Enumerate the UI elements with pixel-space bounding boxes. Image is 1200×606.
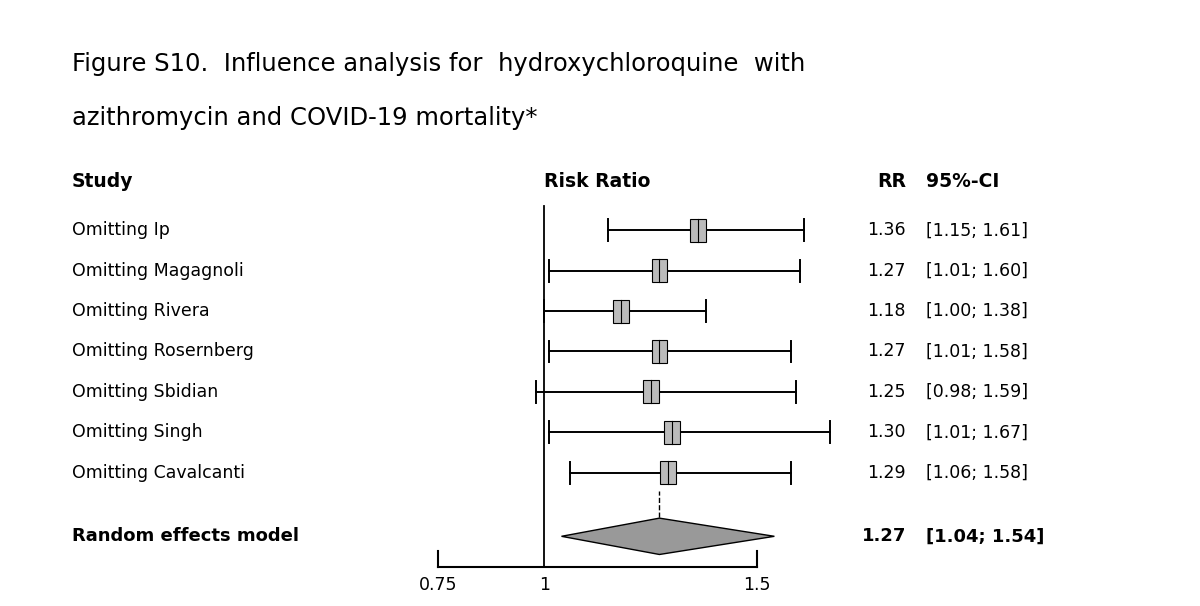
Text: Omitting Sbidian: Omitting Sbidian: [72, 383, 218, 401]
Text: Omitting Rosernberg: Omitting Rosernberg: [72, 342, 254, 361]
Text: Omitting Cavalcanti: Omitting Cavalcanti: [72, 464, 245, 482]
Text: 95%-CI: 95%-CI: [926, 172, 1000, 191]
Text: [1.06; 1.58]: [1.06; 1.58]: [926, 464, 1028, 482]
Text: [1.01; 1.58]: [1.01; 1.58]: [926, 342, 1028, 361]
Text: [0.98; 1.59]: [0.98; 1.59]: [926, 383, 1028, 401]
Text: 1.25: 1.25: [868, 383, 906, 401]
Text: 1.27: 1.27: [868, 262, 906, 280]
Text: 1.29: 1.29: [868, 464, 906, 482]
Text: 0.75: 0.75: [419, 576, 457, 594]
Text: 1.30: 1.30: [868, 423, 906, 441]
Bar: [613, 299, 629, 322]
Bar: [652, 340, 667, 363]
Polygon shape: [562, 518, 774, 554]
Text: azithromycin and COVID-19 mortality*: azithromycin and COVID-19 mortality*: [72, 106, 538, 130]
Text: 1: 1: [539, 576, 550, 594]
Text: Study: Study: [72, 172, 133, 191]
Text: [1.04; 1.54]: [1.04; 1.54]: [926, 527, 1045, 545]
Bar: [665, 421, 680, 444]
Text: Random effects model: Random effects model: [72, 527, 299, 545]
Bar: [690, 219, 706, 242]
Text: 1.36: 1.36: [868, 221, 906, 239]
Text: [1.15; 1.61]: [1.15; 1.61]: [926, 221, 1028, 239]
Bar: [652, 259, 667, 282]
Text: [1.01; 1.60]: [1.01; 1.60]: [926, 262, 1028, 280]
Text: [1.00; 1.38]: [1.00; 1.38]: [926, 302, 1028, 320]
Text: Figure S10.  Influence analysis for  hydroxychloroquine  with: Figure S10. Influence analysis for hydro…: [72, 52, 805, 76]
Text: Omitting Singh: Omitting Singh: [72, 423, 203, 441]
Text: Omitting Rivera: Omitting Rivera: [72, 302, 210, 320]
Text: RR: RR: [877, 172, 906, 191]
Text: 1.27: 1.27: [868, 342, 906, 361]
Text: 1.5: 1.5: [744, 576, 772, 594]
Text: Risk Ratio: Risk Ratio: [545, 172, 650, 191]
Bar: [643, 381, 659, 404]
Text: Omitting Magagnoli: Omitting Magagnoli: [72, 262, 244, 280]
Bar: [660, 461, 676, 484]
Text: [1.01; 1.67]: [1.01; 1.67]: [926, 423, 1028, 441]
Text: 1.18: 1.18: [868, 302, 906, 320]
Text: Omitting Ip: Omitting Ip: [72, 221, 170, 239]
Text: 1.27: 1.27: [862, 527, 906, 545]
